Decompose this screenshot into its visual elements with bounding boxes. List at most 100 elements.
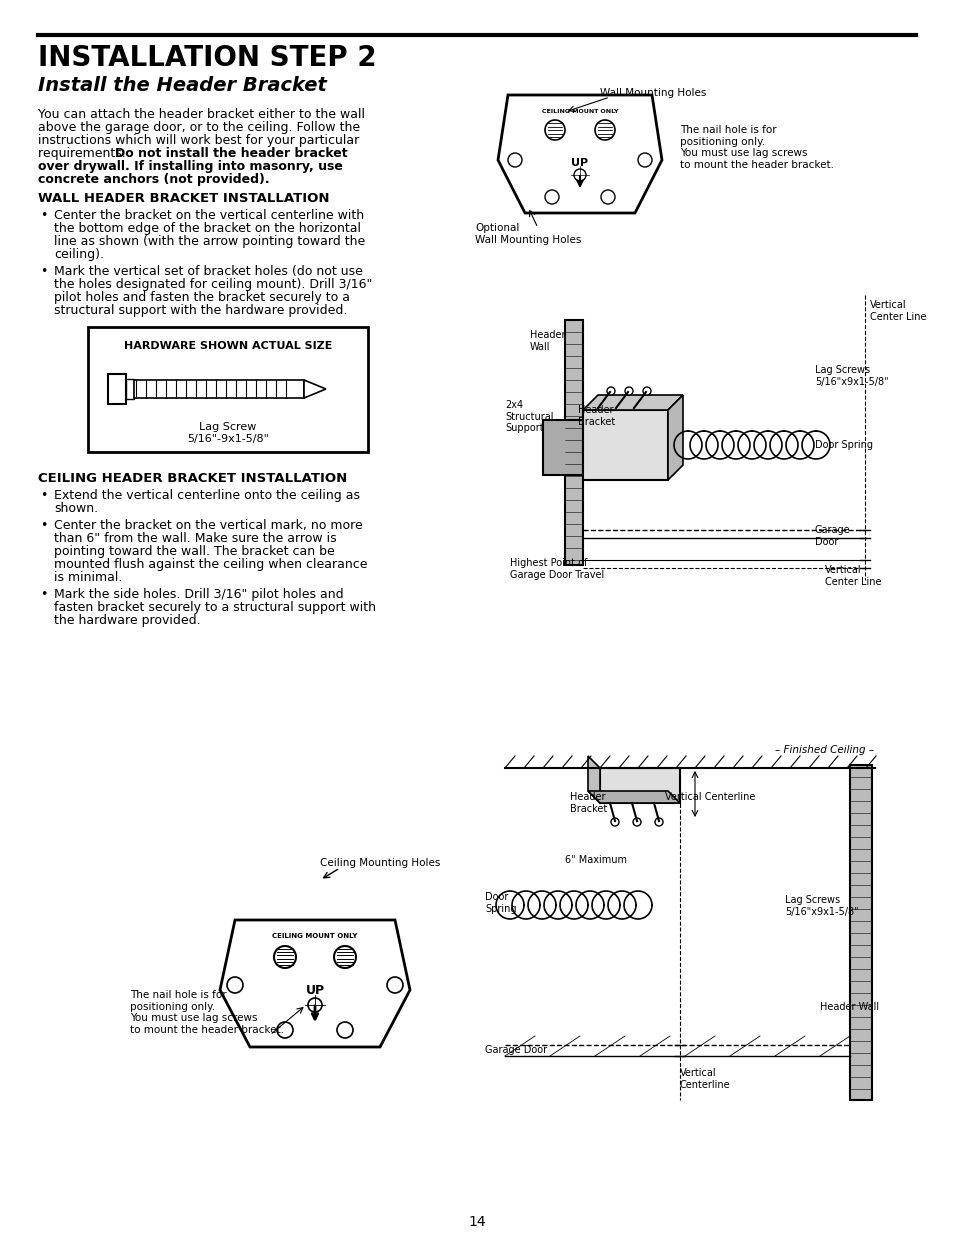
Text: pointing toward the wall. The bracket can be: pointing toward the wall. The bracket ca…: [54, 545, 335, 558]
Text: CEILING MOUNT ONLY: CEILING MOUNT ONLY: [272, 932, 357, 939]
Polygon shape: [497, 95, 661, 212]
Text: Door
Spring: Door Spring: [484, 892, 516, 914]
Bar: [599, 768, 679, 803]
Text: •: •: [40, 266, 48, 278]
Text: INSTALLATION STEP 2: INSTALLATION STEP 2: [38, 44, 376, 72]
Text: UP: UP: [305, 983, 324, 997]
Bar: [542, 420, 582, 475]
Text: •: •: [40, 209, 48, 222]
Bar: [849, 764, 871, 1100]
Text: pilot holes and fasten the bracket securely to a: pilot holes and fasten the bracket secur…: [54, 291, 350, 304]
Text: The nail hole is for
positioning only.
You must use lag screws
to mount the head: The nail hole is for positioning only. Y…: [679, 125, 833, 169]
Text: shown.: shown.: [54, 501, 98, 515]
Text: Vertical
Centerline: Vertical Centerline: [679, 1068, 730, 1089]
Text: •: •: [40, 489, 48, 501]
Text: is minimal.: is minimal.: [54, 571, 122, 584]
Text: Lag Screws
5/16"x9x1-5/8": Lag Screws 5/16"x9x1-5/8": [814, 366, 887, 387]
Text: CEILING MOUNT ONLY: CEILING MOUNT ONLY: [541, 109, 618, 114]
Text: Mark the vertical set of bracket holes (do not use: Mark the vertical set of bracket holes (…: [54, 266, 362, 278]
Bar: [133, 380, 304, 398]
Text: Lag Screws
5/16"x9x1-5/8": Lag Screws 5/16"x9x1-5/8": [784, 895, 858, 916]
Circle shape: [387, 977, 402, 993]
Polygon shape: [667, 395, 682, 480]
Text: Vertical
Center Line: Vertical Center Line: [824, 564, 881, 587]
Text: Highest Point of
Garage Door Travel: Highest Point of Garage Door Travel: [510, 558, 603, 579]
Circle shape: [655, 818, 662, 826]
Text: over drywall. If installing into masonry, use: over drywall. If installing into masonry…: [38, 161, 342, 173]
Circle shape: [544, 190, 558, 204]
Text: Wall Mounting Holes: Wall Mounting Holes: [599, 88, 705, 98]
Text: Vertical
Center Line: Vertical Center Line: [869, 300, 925, 321]
Circle shape: [624, 387, 633, 395]
Polygon shape: [220, 920, 410, 1047]
Circle shape: [334, 946, 355, 968]
Text: Center the bracket on the vertical centerline with: Center the bracket on the vertical cente…: [54, 209, 364, 222]
Text: requirements.: requirements.: [38, 147, 130, 161]
Text: Door Spring: Door Spring: [814, 440, 872, 450]
Polygon shape: [304, 380, 326, 398]
Circle shape: [308, 998, 322, 1011]
Text: CEILING HEADER BRACKET INSTALLATION: CEILING HEADER BRACKET INSTALLATION: [38, 472, 347, 485]
Text: the bottom edge of the bracket on the horizontal: the bottom edge of the bracket on the ho…: [54, 222, 360, 235]
Text: than 6" from the wall. Make sure the arrow is: than 6" from the wall. Make sure the arr…: [54, 532, 336, 545]
Text: •: •: [40, 519, 48, 532]
Text: instructions which will work best for your particular: instructions which will work best for yo…: [38, 135, 359, 147]
Circle shape: [276, 1023, 293, 1037]
Text: You can attach the header bracket either to the wall: You can attach the header bracket either…: [38, 107, 365, 121]
Circle shape: [633, 818, 640, 826]
Polygon shape: [582, 395, 682, 410]
Text: Install the Header Bracket: Install the Header Bracket: [38, 77, 327, 95]
Circle shape: [274, 946, 295, 968]
Text: Header
Bracket: Header Bracket: [578, 405, 615, 426]
Text: fasten bracket securely to a structural support with: fasten bracket securely to a structural …: [54, 601, 375, 614]
Text: Optional
Wall Mounting Holes: Optional Wall Mounting Holes: [475, 224, 580, 245]
Circle shape: [336, 1023, 353, 1037]
Circle shape: [606, 387, 615, 395]
Text: HARDWARE SHOWN ACTUAL SIZE: HARDWARE SHOWN ACTUAL SIZE: [124, 341, 332, 351]
Bar: [564, 320, 582, 564]
Text: Vertical Centerline: Vertical Centerline: [664, 792, 755, 802]
Text: Extend the vertical centerline onto the ceiling as: Extend the vertical centerline onto the …: [54, 489, 359, 501]
Polygon shape: [587, 756, 599, 803]
Text: mounted flush against the ceiling when clearance: mounted flush against the ceiling when c…: [54, 558, 367, 571]
Circle shape: [507, 153, 521, 167]
Circle shape: [610, 818, 618, 826]
Text: Header
Bracket: Header Bracket: [569, 792, 607, 814]
Circle shape: [574, 169, 585, 182]
Bar: [88, 327, 368, 452]
Polygon shape: [587, 790, 679, 803]
Circle shape: [595, 120, 615, 140]
Circle shape: [600, 190, 615, 204]
Text: line as shown (with the arrow pointing toward the: line as shown (with the arrow pointing t…: [54, 235, 365, 248]
Text: Header Wall: Header Wall: [820, 1002, 879, 1011]
Text: above the garage door, or to the ceiling. Follow the: above the garage door, or to the ceiling…: [38, 121, 359, 135]
Circle shape: [227, 977, 243, 993]
Text: The nail hole is for
positioning only.
You must use lag screws
to mount the head: The nail hole is for positioning only. Y…: [130, 990, 284, 1035]
Bar: [582, 410, 667, 480]
Text: Mark the side holes. Drill 3/16" pilot holes and: Mark the side holes. Drill 3/16" pilot h…: [54, 588, 343, 601]
Circle shape: [642, 387, 650, 395]
Text: structural support with the hardware provided.: structural support with the hardware pro…: [54, 304, 347, 317]
Text: Garage Door: Garage Door: [484, 1045, 547, 1055]
Text: ceiling).: ceiling).: [54, 248, 104, 261]
Text: 6" Maximum: 6" Maximum: [564, 855, 626, 864]
Text: Lag Screw
5/16"-9x1-5/8": Lag Screw 5/16"-9x1-5/8": [187, 422, 269, 443]
Text: •: •: [40, 588, 48, 601]
Text: Center the bracket on the vertical mark, no more: Center the bracket on the vertical mark,…: [54, 519, 362, 532]
Bar: [108, 374, 126, 404]
Text: the holes designated for ceiling mount). Drill 3/16": the holes designated for ceiling mount).…: [54, 278, 372, 291]
Text: – Finished Ceiling –: – Finished Ceiling –: [774, 745, 873, 755]
Text: Do not install the header bracket: Do not install the header bracket: [115, 147, 347, 161]
Text: Ceiling Mounting Holes: Ceiling Mounting Holes: [319, 858, 440, 868]
Text: UP: UP: [571, 158, 588, 168]
Text: WALL HEADER BRACKET INSTALLATION: WALL HEADER BRACKET INSTALLATION: [38, 191, 329, 205]
Text: concrete anchors (not provided).: concrete anchors (not provided).: [38, 173, 270, 186]
Circle shape: [544, 120, 564, 140]
Text: 14: 14: [468, 1215, 485, 1229]
Text: the hardware provided.: the hardware provided.: [54, 614, 200, 627]
Circle shape: [638, 153, 651, 167]
Bar: [126, 379, 133, 399]
Text: 2x4
Structural
Support: 2x4 Structural Support: [504, 400, 553, 433]
Text: Garage
Door: Garage Door: [814, 525, 850, 547]
Text: Header
Wall: Header Wall: [530, 330, 565, 352]
